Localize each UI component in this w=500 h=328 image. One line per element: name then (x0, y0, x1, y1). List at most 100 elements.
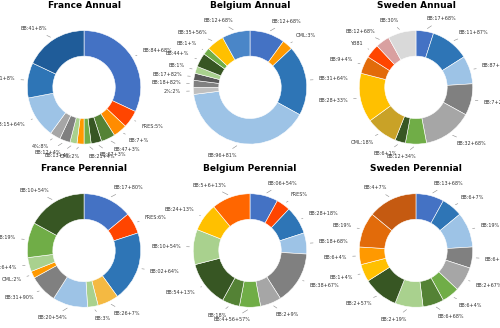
Wedge shape (431, 272, 458, 300)
Text: BB:84+68%: BB:84+68% (136, 48, 172, 56)
Text: BB:96+81%: BB:96+81% (208, 146, 237, 158)
Text: YB81: YB81 (350, 41, 369, 49)
Title: France Annual: France Annual (48, 1, 120, 10)
Wedge shape (416, 31, 434, 58)
Wedge shape (360, 214, 392, 249)
Text: BB:28+18%: BB:28+18% (302, 211, 338, 219)
Wedge shape (446, 247, 472, 268)
Wedge shape (102, 233, 141, 297)
Text: OML:2%: OML:2% (2, 276, 29, 282)
Wedge shape (406, 118, 426, 144)
Text: BB:7+2%: BB:7+2% (475, 100, 500, 105)
Text: BB:02+64%: BB:02+64% (142, 269, 180, 275)
Text: BB:9+4%: BB:9+4% (329, 57, 360, 64)
Text: BB:1%: BB:1% (168, 63, 192, 69)
Text: BB:2+57%: BB:2+57% (346, 296, 376, 306)
Text: BB:11+8%: BB:11+8% (0, 76, 24, 81)
Wedge shape (92, 276, 118, 305)
Text: BB:15+64%: BB:15+64% (0, 119, 32, 127)
Wedge shape (194, 91, 300, 144)
Wedge shape (195, 258, 235, 300)
Wedge shape (426, 33, 464, 71)
Text: BB:47+3%: BB:47+3% (111, 141, 140, 153)
Text: BB:67+3%: BB:67+3% (99, 145, 126, 157)
Text: BB:7+%: BB:7+% (124, 133, 148, 143)
Text: BB:06+54%: BB:06+54% (267, 181, 297, 193)
Text: BB:6+4%: BB:6+4% (324, 255, 356, 259)
Wedge shape (256, 277, 280, 306)
Wedge shape (194, 73, 220, 83)
Text: BB:31+64%: BB:31+64% (310, 76, 348, 81)
Wedge shape (222, 278, 244, 306)
Text: BB:12+68%: BB:12+68% (203, 18, 233, 30)
Wedge shape (395, 279, 423, 307)
Text: BB:41+8%: BB:41+8% (20, 26, 50, 37)
Text: BB:13+4%: BB:13+4% (44, 146, 71, 158)
Wedge shape (28, 223, 56, 257)
Text: BB:2+67%: BB:2+67% (468, 281, 500, 288)
Wedge shape (266, 253, 306, 298)
Text: BB:2+9%: BB:2+9% (274, 306, 298, 318)
Wedge shape (28, 63, 56, 98)
Wedge shape (193, 87, 219, 94)
Text: BB:35+56%: BB:35+56% (178, 30, 212, 41)
Wedge shape (416, 194, 444, 223)
Text: BB:5+6+13%: BB:5+6+13% (193, 183, 228, 195)
Text: BB:24+13%: BB:24+13% (164, 207, 200, 216)
Wedge shape (442, 57, 472, 85)
Text: BB:11+87%: BB:11+87% (454, 30, 488, 41)
Text: 2%:2%: 2%:2% (164, 89, 190, 94)
Text: BB:44+%: BB:44+% (166, 51, 196, 59)
Text: BB:1+%: BB:1+% (176, 41, 203, 50)
Text: OML:2%: OML:2% (60, 147, 80, 159)
Wedge shape (193, 80, 219, 87)
Text: 4%:8%: 4%:8% (32, 139, 52, 150)
Title: Sweden Perennial: Sweden Perennial (370, 164, 462, 173)
Text: BB:17+80%: BB:17+80% (111, 185, 143, 197)
Text: BB:17+82%: BB:17+82% (152, 72, 190, 77)
Wedge shape (265, 201, 289, 228)
Wedge shape (204, 49, 227, 69)
Text: BB:12+34%: BB:12+34% (386, 147, 416, 159)
Wedge shape (250, 31, 284, 62)
Wedge shape (32, 262, 56, 278)
Text: FRES%: FRES% (286, 192, 308, 202)
Text: OML:18%: OML:18% (350, 134, 378, 145)
Text: BB:13+68%: BB:13+68% (432, 181, 463, 193)
Text: BB:12+68%: BB:12+68% (270, 19, 301, 31)
Wedge shape (28, 255, 55, 271)
Text: BB:12+4%: BB:12+4% (34, 143, 62, 155)
Title: France Perennial: France Perennial (41, 164, 127, 173)
Text: BB:6+68%: BB:6+68% (476, 257, 500, 262)
Wedge shape (193, 230, 221, 265)
Wedge shape (70, 117, 80, 144)
Text: BB:38+67%: BB:38+67% (302, 280, 339, 288)
Text: OML:3%: OML:3% (291, 33, 316, 43)
Text: BB:19%: BB:19% (0, 235, 24, 240)
Wedge shape (444, 84, 472, 115)
Wedge shape (214, 194, 250, 226)
Wedge shape (84, 31, 141, 112)
Wedge shape (108, 214, 138, 241)
Text: BB:87+2%: BB:87+2% (474, 63, 500, 69)
Wedge shape (388, 31, 416, 60)
Title: Belgium Perennial: Belgium Perennial (204, 164, 296, 173)
Wedge shape (222, 31, 250, 60)
Wedge shape (361, 57, 390, 80)
Wedge shape (395, 116, 410, 143)
Title: Sweden Annual: Sweden Annual (376, 1, 456, 10)
Wedge shape (88, 117, 102, 144)
Wedge shape (86, 281, 98, 307)
Wedge shape (431, 201, 460, 231)
Text: BB:2+19%: BB:2+19% (381, 310, 407, 322)
Wedge shape (107, 101, 136, 126)
Text: FRES:5%: FRES:5% (134, 121, 163, 129)
Wedge shape (197, 207, 230, 239)
Wedge shape (250, 194, 278, 223)
Text: BB:4+7%: BB:4+7% (363, 185, 389, 197)
Text: BB:19%: BB:19% (472, 222, 500, 229)
Text: BB:1+4%: BB:1+4% (329, 274, 360, 280)
Wedge shape (359, 73, 390, 121)
Text: FRES:6%: FRES:6% (138, 215, 166, 222)
Text: BB:21+4%: BB:21+4% (88, 147, 115, 159)
